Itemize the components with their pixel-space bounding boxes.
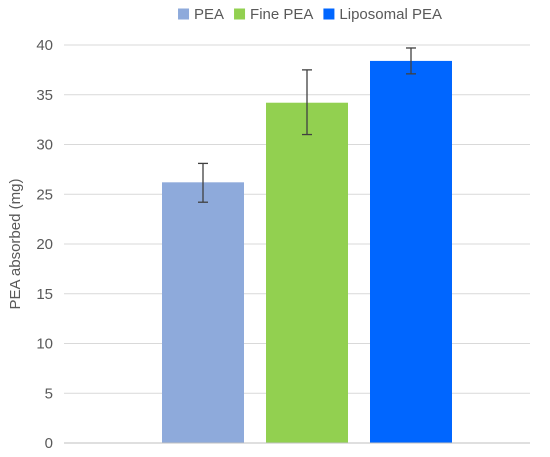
y-tick-label: 20 — [36, 236, 53, 253]
y-tick-label: 35 — [36, 87, 53, 104]
y-tick-label: 30 — [36, 137, 53, 154]
y-tick-label: 0 — [45, 435, 53, 452]
bar-pea — [162, 182, 244, 443]
y-axis-title: PEA absorbed (mg) — [7, 179, 24, 310]
bars — [162, 60, 452, 444]
bar-fine-pea — [266, 102, 348, 444]
y-tick-label: 10 — [36, 336, 53, 353]
legend-label: PEA — [194, 6, 224, 23]
error-bar-pea — [198, 162, 208, 203]
legend-swatch — [234, 8, 246, 20]
legend: PEA Fine PEA Liposomal PEA — [178, 6, 442, 23]
y-tick-label: 40 — [36, 37, 53, 54]
legend-item-fine-pea: Fine PEA — [234, 6, 313, 23]
legend-item-pea: PEA — [178, 6, 224, 23]
y-tick-label: 15 — [36, 286, 53, 303]
legend-item-liposomal-pea: Liposomal PEA — [323, 6, 442, 23]
legend-label: Fine PEA — [250, 6, 313, 23]
y-axis-ticks: 0 5 10 15 20 25 30 35 40 — [36, 37, 53, 452]
error-bar-fine-pea — [302, 69, 312, 136]
legend-label: Liposomal PEA — [339, 6, 442, 23]
error-bars — [198, 47, 416, 203]
bar-liposomal-pea — [370, 60, 452, 444]
legend-swatch — [323, 8, 335, 20]
legend-swatch — [178, 8, 190, 20]
y-tick-label: 25 — [36, 186, 53, 203]
y-tick-label: 5 — [45, 385, 53, 402]
error-bar-liposomal-pea — [406, 47, 416, 75]
